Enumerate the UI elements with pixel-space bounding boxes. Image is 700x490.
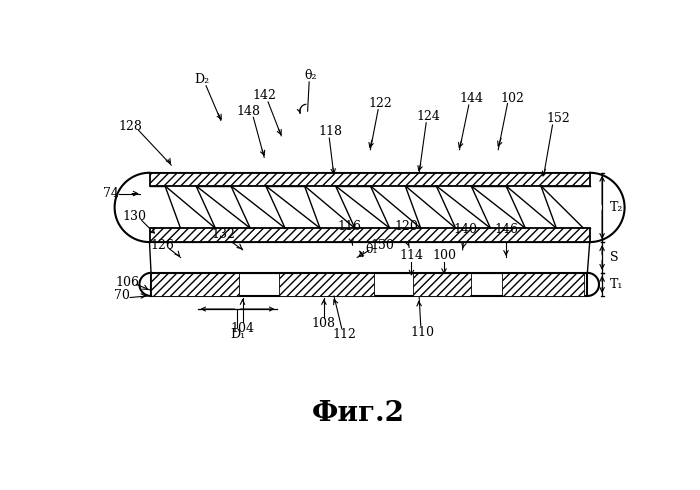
Polygon shape [304,186,355,228]
Text: 106: 106 [116,275,140,289]
Text: 132: 132 [211,228,235,241]
Text: D₂: D₂ [195,73,210,86]
Text: 108: 108 [312,317,336,330]
Text: θ₂: θ₂ [304,69,317,82]
Text: 130: 130 [122,210,146,223]
Text: D₁: D₁ [230,328,245,341]
Text: 140: 140 [454,223,477,236]
Text: 74: 74 [103,187,119,200]
Text: 118: 118 [318,125,342,139]
Polygon shape [231,186,285,228]
Text: 70: 70 [114,290,130,302]
Text: 148: 148 [237,105,260,118]
Polygon shape [506,186,556,228]
Text: 120: 120 [395,220,419,233]
Text: Фиг.2: Фиг.2 [312,399,405,426]
Text: T₂: T₂ [610,201,623,214]
Bar [150,228,589,242]
Text: 142: 142 [252,89,276,102]
Text: 112: 112 [333,328,357,341]
Text: 150: 150 [370,240,394,252]
Polygon shape [436,186,491,228]
Polygon shape [370,186,421,228]
Polygon shape [165,186,216,228]
Text: T₁: T₁ [610,278,623,291]
Text: S: S [610,251,618,264]
Text: 144: 144 [459,92,483,105]
Text: 100: 100 [432,249,456,263]
Text: 128: 128 [118,120,142,133]
Text: 110: 110 [410,326,434,339]
Text: 102: 102 [500,92,524,105]
Bar [150,173,589,186]
Text: 116: 116 [337,220,361,233]
Text: θ₁: θ₁ [365,243,377,256]
Bar [279,273,374,296]
Bar [502,273,584,296]
Bar [151,273,587,296]
Bar [413,273,471,296]
Text: 124: 124 [416,110,440,123]
Text: 114: 114 [400,249,424,263]
Text: 122: 122 [369,97,392,110]
Text: 104: 104 [230,322,255,335]
Text: 152: 152 [547,112,570,125]
Text: 126: 126 [150,239,174,252]
Text: 146: 146 [494,223,518,236]
Bar [151,273,239,296]
